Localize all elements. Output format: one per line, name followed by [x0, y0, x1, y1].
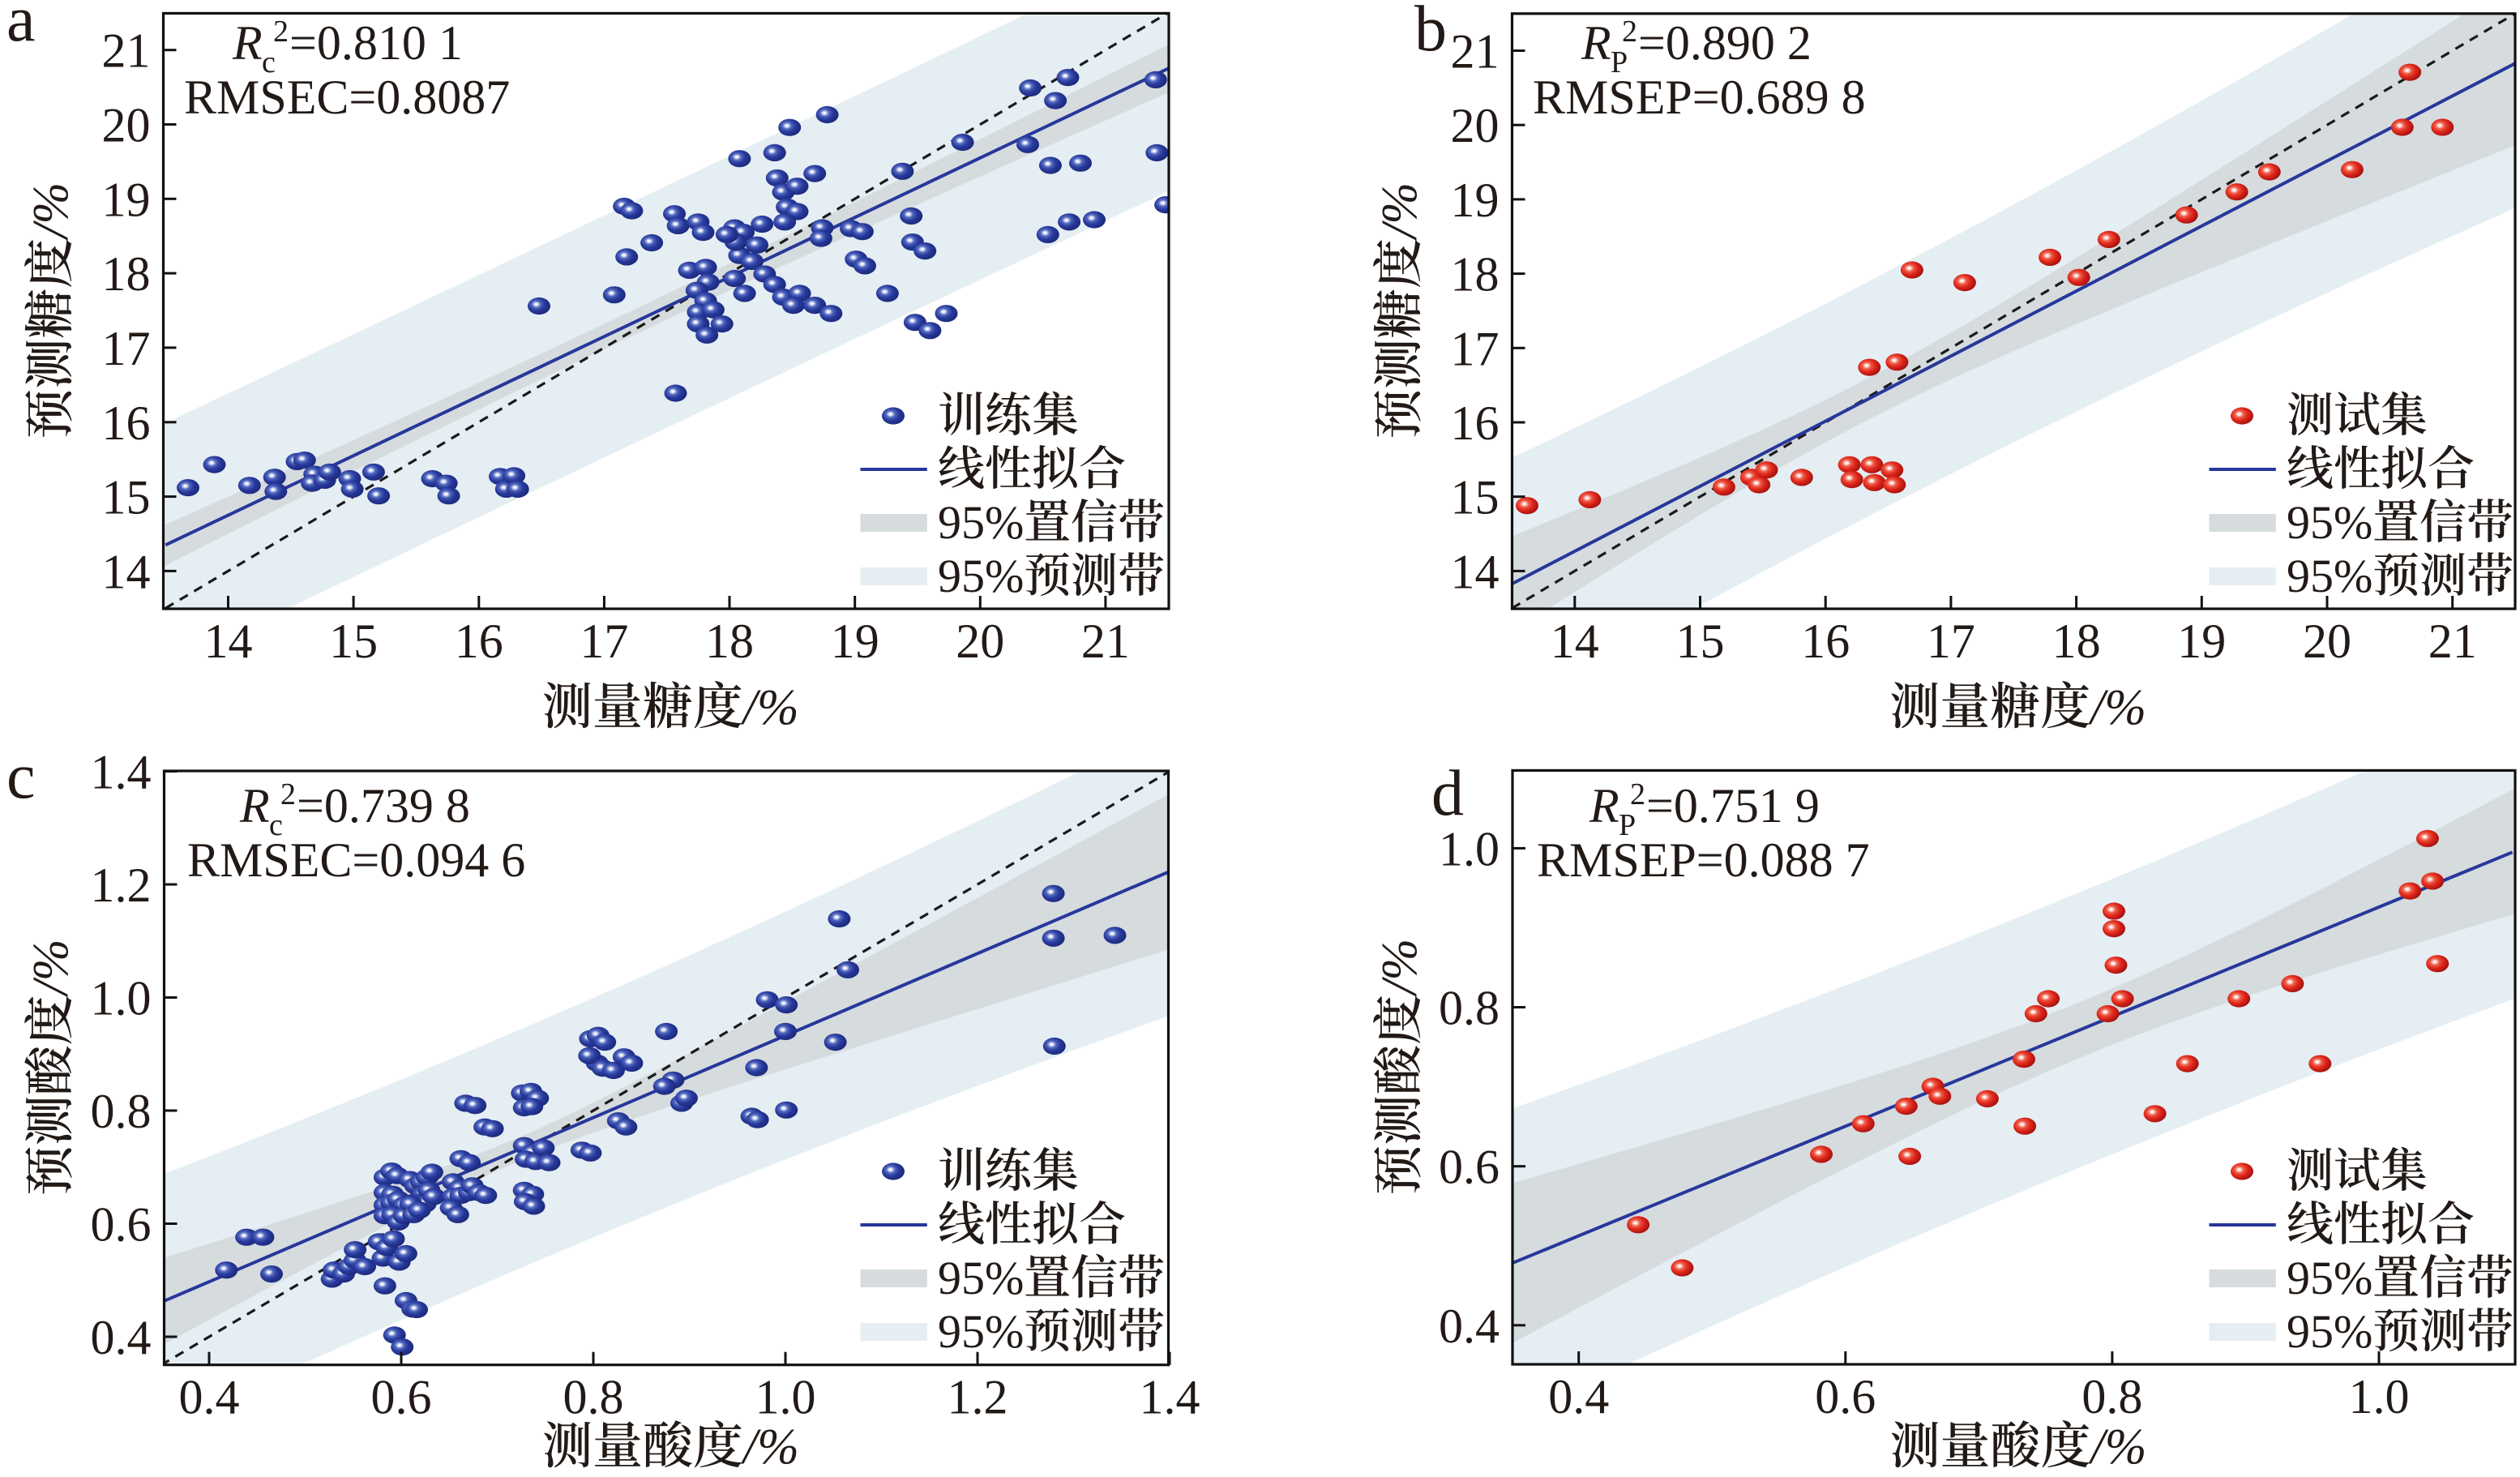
svg-text:21: 21: [102, 24, 151, 78]
svg-text:R: R: [1581, 16, 1611, 70]
svg-text:95%: 95%: [938, 550, 1024, 602]
svg-text:1.0: 1.0: [1439, 822, 1500, 875]
svg-text:1.0: 1.0: [755, 1371, 816, 1424]
svg-text:1.4: 1.4: [1140, 1371, 1200, 1424]
svg-text:95%: 95%: [2287, 550, 2372, 602]
svg-text:16: 16: [102, 396, 151, 450]
svg-text:95%: 95%: [938, 1305, 1024, 1358]
svg-text:0.4: 0.4: [1548, 1370, 1609, 1423]
svg-text:1.0: 1.0: [91, 972, 152, 1025]
svg-text:=0.810 1: =0.810 1: [289, 16, 463, 70]
svg-text:0.8: 0.8: [1439, 982, 1500, 1035]
svg-text:18: 18: [705, 614, 754, 668]
svg-text:0.6: 0.6: [1439, 1141, 1500, 1194]
svg-text:1.2: 1.2: [948, 1371, 1008, 1424]
svg-text:16: 16: [1801, 614, 1850, 668]
svg-text:0.6: 0.6: [371, 1371, 432, 1424]
svg-text:c: c: [6, 741, 36, 812]
svg-text:18: 18: [1451, 248, 1500, 302]
svg-text:0.4: 0.4: [1439, 1299, 1500, 1353]
svg-text:14: 14: [1551, 614, 1599, 668]
svg-text:17: 17: [1927, 614, 1975, 668]
svg-text:1.2: 1.2: [91, 858, 152, 912]
svg-text:d: d: [1431, 758, 1464, 829]
svg-text:/%: /%: [2088, 680, 2146, 735]
svg-text:/%: /%: [1372, 939, 1427, 997]
svg-text:2: 2: [1630, 777, 1645, 811]
svg-text:1.0: 1.0: [2349, 1370, 2410, 1423]
svg-text:20: 20: [2303, 614, 2351, 668]
svg-text:P: P: [1619, 808, 1636, 842]
svg-text:17: 17: [1451, 322, 1500, 375]
svg-text:a: a: [6, 0, 36, 55]
svg-text:15: 15: [1676, 614, 1725, 668]
svg-text:17: 17: [102, 322, 151, 375]
svg-text:R: R: [239, 779, 270, 833]
svg-text:21: 21: [1451, 25, 1500, 79]
svg-text:b: b: [1414, 0, 1447, 65]
svg-text:21: 21: [1081, 614, 1130, 668]
svg-text:19: 19: [1451, 173, 1500, 227]
svg-text:16: 16: [455, 614, 503, 668]
svg-text:2: 2: [273, 15, 289, 49]
svg-text:20: 20: [102, 99, 151, 152]
svg-text:=0.751 9: =0.751 9: [1646, 779, 1820, 833]
svg-text:95%: 95%: [2287, 496, 2372, 549]
svg-text:14: 14: [204, 614, 253, 668]
svg-text:95%: 95%: [938, 1252, 1024, 1304]
svg-text:1.4: 1.4: [91, 746, 152, 799]
svg-text:15: 15: [329, 614, 378, 668]
svg-text:0.4: 0.4: [179, 1371, 240, 1424]
svg-text:19: 19: [2177, 614, 2226, 668]
svg-text:16: 16: [1451, 396, 1500, 450]
svg-text:0.6: 0.6: [1815, 1370, 1876, 1423]
svg-text:0.8: 0.8: [2081, 1370, 2142, 1423]
svg-text:21: 21: [2428, 614, 2477, 668]
svg-text:0.8: 0.8: [91, 1085, 152, 1138]
svg-text:0.6: 0.6: [91, 1198, 152, 1252]
svg-text:P: P: [1611, 45, 1628, 79]
svg-text:R: R: [1589, 779, 1619, 833]
svg-text:c: c: [262, 45, 276, 79]
svg-text:/%: /%: [741, 1419, 799, 1473]
svg-text:/%: /%: [1372, 182, 1427, 241]
svg-text:R: R: [232, 16, 263, 70]
svg-text:=0.890 2: =0.890 2: [1638, 16, 1812, 70]
svg-text:RMSEC=0.8087: RMSEC=0.8087: [184, 71, 510, 124]
svg-text:18: 18: [102, 247, 151, 301]
svg-text:95%: 95%: [2287, 1305, 2372, 1358]
svg-text:19: 19: [831, 614, 879, 668]
svg-text:14: 14: [102, 545, 151, 598]
svg-text:RMSEC=0.094 6: RMSEC=0.094 6: [187, 833, 525, 887]
svg-text:2: 2: [1622, 15, 1637, 49]
svg-text:2: 2: [280, 777, 296, 811]
svg-text:15: 15: [1451, 471, 1500, 524]
svg-text:15: 15: [102, 471, 151, 524]
svg-text:95%: 95%: [2287, 1252, 2372, 1304]
svg-text:17: 17: [580, 614, 628, 668]
svg-text:/%: /%: [24, 939, 79, 997]
svg-text:18: 18: [2052, 614, 2101, 668]
svg-text:19: 19: [102, 173, 151, 226]
svg-text:20: 20: [956, 614, 1004, 668]
svg-text:20: 20: [1451, 99, 1500, 152]
svg-text:95%: 95%: [938, 496, 1024, 549]
svg-text:0.8: 0.8: [563, 1371, 624, 1424]
svg-text:RMSEP=0.088 7: RMSEP=0.088 7: [1537, 833, 1870, 887]
svg-text:/%: /%: [741, 680, 799, 735]
svg-text:0.4: 0.4: [91, 1311, 152, 1364]
svg-text:14: 14: [1451, 545, 1500, 598]
svg-text:/%: /%: [24, 182, 79, 241]
svg-text:c: c: [269, 808, 283, 842]
svg-text:RMSEP=0.689 8: RMSEP=0.689 8: [1533, 71, 1866, 124]
svg-text:=0.739 8: =0.739 8: [297, 779, 470, 833]
svg-text:/%: /%: [2089, 1419, 2147, 1473]
